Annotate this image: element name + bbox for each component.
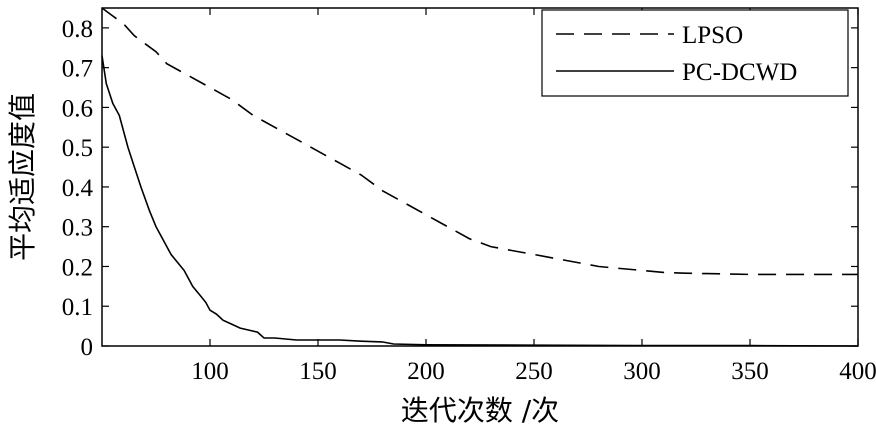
x-tick-label: 200 (407, 358, 445, 385)
legend-box (541, 9, 849, 97)
x-tick-label: 250 (515, 358, 553, 385)
chart-marks (101, 7, 859, 347)
y-tick-label: 0.1 (62, 294, 93, 321)
y-tick-label: 0.2 (62, 254, 93, 281)
plot-frame (101, 7, 859, 347)
y-tick-label: 0 (81, 334, 94, 361)
x-tick-label: 400 (839, 358, 876, 385)
axis-ticks: 100 150 200 250 300 350 400 0 0.1 0.2 0.3 0.4 0.5 0.6… (62, 8, 876, 385)
y-tick-label: 0.4 (62, 175, 94, 202)
y-tick-label: 0.3 (62, 215, 93, 242)
legend: LPSO PC-DCWD (541, 9, 849, 97)
x-tick-label: 300 (623, 358, 661, 385)
series-line-lpso (101, 7, 858, 276)
y-tick-label: 0.8 (62, 16, 93, 43)
x-tick-label: 350 (731, 358, 769, 385)
series-line-pc-dcwd (101, 55, 859, 347)
y-tick-label: 0.5 (62, 135, 93, 162)
y-tick-label: 0.6 (62, 95, 93, 122)
x-tick-label: 100 (191, 358, 229, 385)
y-axis-label: 平均适应度值 (6, 93, 39, 261)
x-axis-label: 迭代次数 /次 (401, 394, 559, 427)
legend-label-lpso: LPSO (682, 22, 743, 49)
legend-label-pc-dcwd: PC-DCWD (682, 59, 797, 86)
y-tick-label: 0.7 (62, 56, 93, 83)
x-tick-label: 150 (299, 358, 337, 385)
